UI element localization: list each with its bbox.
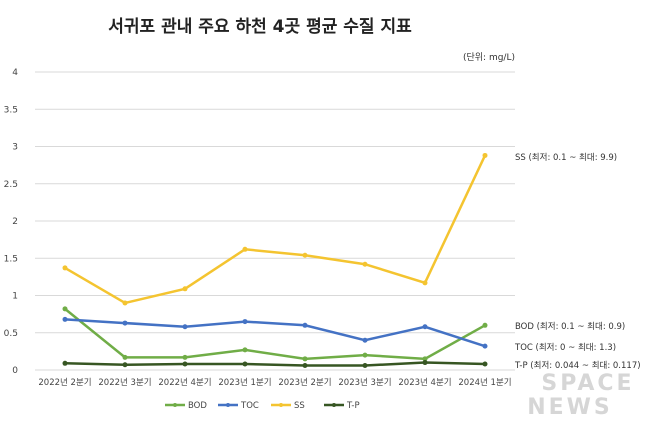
data-point [242, 246, 248, 252]
data-point [62, 316, 68, 322]
x-tick-label: 2022년 4분기 [158, 377, 211, 388]
data-point [122, 320, 128, 326]
series-BOD [62, 306, 488, 362]
data-point [302, 356, 308, 362]
data-point [62, 265, 68, 271]
y-tick-label: 1.5 [4, 254, 18, 264]
data-point [182, 361, 188, 367]
data-point [122, 354, 128, 360]
x-tick-label: 2023년 4분기 [398, 377, 451, 388]
data-point [302, 252, 308, 258]
series-annotation: TOC (최저: 0 ~ 최대: 1.3) [514, 342, 616, 353]
y-tick-label: 3 [12, 143, 18, 153]
x-tick-label: 2023년 3분기 [338, 377, 391, 388]
y-tick-label: 1 [12, 292, 18, 302]
data-point [362, 261, 368, 267]
data-point [302, 363, 308, 369]
series-line [64, 361, 486, 367]
y-tick-label: 4 [12, 68, 18, 78]
data-point [62, 306, 68, 312]
data-point [242, 361, 248, 367]
y-tick-label: 0 [12, 366, 18, 376]
data-point [122, 362, 128, 368]
series-TOC [62, 316, 488, 349]
legend-label: BOD [188, 401, 207, 411]
data-point [182, 354, 188, 360]
data-point [242, 319, 248, 325]
series-line [64, 318, 486, 348]
y-tick-label: 2.5 [4, 180, 18, 190]
data-point [422, 360, 428, 366]
data-point [62, 360, 68, 366]
data-point [122, 300, 128, 306]
data-point [362, 363, 368, 369]
series-SS [62, 152, 488, 306]
data-point [422, 280, 428, 286]
chart-title: 서귀포 관내 주요 하천 4곳 평균 수질 지표 [108, 16, 412, 37]
data-point [242, 347, 248, 353]
series-annotation: BOD (최저: 0.1 ~ 최대: 0.9) [515, 321, 625, 332]
data-point [362, 337, 368, 343]
x-tick-label: 2023년 2분기 [278, 377, 331, 388]
x-tick-label: 2024년 1분기 [458, 377, 511, 388]
series-annotation: SS (최저: 0.1 ~ 최대: 9.9) [515, 152, 617, 163]
data-point [302, 322, 308, 328]
data-point [482, 343, 488, 349]
data-point [482, 152, 488, 158]
legend-label: SS [294, 401, 305, 411]
legend-marker [279, 403, 283, 407]
legend-marker [173, 403, 177, 407]
y-tick-label: 3.5 [4, 105, 18, 115]
data-point [182, 286, 188, 292]
y-tick-label: 0.5 [4, 329, 18, 339]
legend-marker [332, 403, 336, 407]
watermark-logo: SPACE NEWS [527, 371, 634, 420]
data-point [362, 352, 368, 358]
x-tick-label: 2022년 3분기 [98, 377, 151, 388]
data-point [422, 324, 428, 330]
data-point [182, 324, 188, 330]
legend-label: T-P [346, 401, 360, 411]
series-T-P [62, 360, 488, 369]
data-point [422, 356, 428, 362]
svg-text:SPACE: SPACE [541, 371, 634, 396]
legend-marker [226, 403, 230, 407]
data-point [482, 322, 488, 328]
data-point [482, 361, 488, 367]
series-annotation: T-P (최저: 0.044 ~ 최대: 0.117) [514, 360, 641, 371]
x-tick-label: 2022년 2분기 [38, 377, 91, 388]
legend-label: TOC [240, 401, 259, 411]
svg-text:NEWS: NEWS [527, 395, 613, 420]
x-tick-label: 2023년 1분기 [218, 377, 271, 388]
y-tick-label: 2 [12, 217, 18, 227]
series-line [64, 154, 487, 305]
unit-note: (단위: mg/L) [463, 52, 515, 63]
series-line [64, 307, 486, 361]
